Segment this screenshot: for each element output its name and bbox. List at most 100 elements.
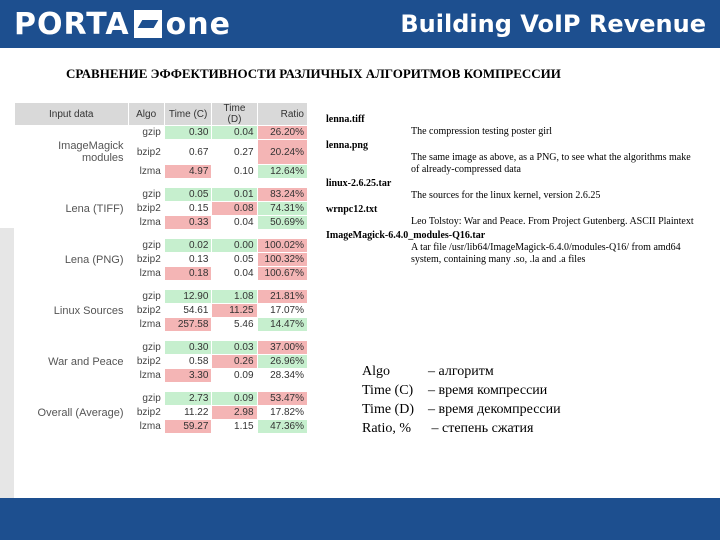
algo-cell: gzip [127, 289, 165, 304]
legend-definition: – время компрессии [428, 383, 548, 398]
legend-definition: – время декомпрессии [428, 402, 561, 417]
ratio-cell: 53.47% [256, 391, 309, 406]
input-data-label [14, 391, 129, 406]
file-description: A tar file /usr/lib64/ImageMagick-6.4.0/… [411, 242, 681, 265]
slide-title: СРАВНЕНИЕ ЭФФЕКТИВНОСТИ РАЗЛИЧНЫХ АЛГОРИ… [66, 66, 561, 81]
time-d-cell: 0.05 [211, 252, 258, 267]
legend-term: Algo [362, 364, 390, 379]
time-c-cell: 4.97 [163, 164, 213, 179]
column-header-time-d: Time (D) [211, 102, 258, 126]
column-header-time-c: Time (C) [163, 102, 213, 126]
algo-cell: lzma [127, 317, 165, 332]
algo-cell: bzip2 [127, 252, 165, 267]
ratio-cell: 17.07% [256, 303, 309, 318]
algo-cell: bzip2 [127, 303, 165, 318]
ratio-cell: 14.47% [256, 317, 309, 332]
ratio-cell: 83.24% [256, 187, 309, 202]
logo-text-left: PORTA [14, 6, 130, 42]
time-d-cell: 0.08 [211, 201, 258, 216]
file-name: wrnpc12.txt [326, 204, 378, 215]
table-row: gzip 0.30 0.03 37.00% [14, 340, 309, 355]
compression-table: Input data Algo Time (C) Time (D) Ratio … [14, 102, 309, 434]
time-d-cell: 11.25 [211, 303, 258, 318]
time-d-cell: 1.15 [211, 419, 258, 434]
table-row: gzip 0.02 0.00 100.02% [14, 238, 309, 253]
algo-cell: bzip2 [127, 201, 165, 216]
ratio-cell: 100.67% [256, 266, 309, 281]
ratio-cell: 47.36% [256, 419, 309, 434]
input-data-label [14, 289, 129, 304]
input-data-label [14, 419, 129, 434]
input-data-label: ImageMagick modules [14, 139, 129, 165]
input-data-label: Linux Sources [14, 303, 129, 318]
time-c-cell: 0.30 [163, 125, 213, 140]
file-description: The sources for the linux kernel, versio… [411, 190, 601, 201]
time-c-cell: 0.05 [163, 187, 213, 202]
time-c-cell: 0.58 [163, 354, 213, 369]
time-d-cell: 2.98 [211, 405, 258, 420]
legend-term: Time (C) [362, 383, 414, 398]
algo-cell: gzip [127, 238, 165, 253]
file-descriptions: lenna.tiff The compression testing poster… [326, 114, 696, 268]
algo-cell: gzip [127, 125, 165, 140]
input-data-label [14, 238, 129, 253]
table-row: Lena (PNG) bzip2 0.13 0.05 100.32% [14, 252, 309, 267]
footer-bar [0, 498, 720, 540]
input-data-label [14, 125, 129, 140]
time-d-cell: 0.09 [211, 391, 258, 406]
logo-mark-icon [133, 10, 162, 38]
portaone-logo: PORTA one [14, 6, 231, 42]
legend-term: Ratio, % [362, 421, 411, 436]
time-d-cell: 0.09 [211, 368, 258, 383]
header-bar: PORTA one Building VoIP Revenue [0, 0, 720, 48]
header-tagline: Building VoIP Revenue [400, 10, 706, 38]
time-c-cell: 12.90 [163, 289, 213, 304]
table-spacer [14, 229, 308, 239]
time-d-cell: 0.01 [211, 187, 258, 202]
file-name: lenna.png [326, 140, 368, 151]
ratio-cell: 100.02% [256, 238, 309, 253]
legend: Algo – алгоритм Time (C) – время компрессии… [362, 362, 662, 438]
table-row: lzma 4.97 0.10 12.64% [14, 164, 309, 179]
time-c-cell: 0.18 [163, 266, 213, 281]
input-data-label: Overall (Average) [14, 405, 129, 420]
input-data-label [14, 187, 129, 202]
legend-row: Ratio, % – степень сжатия [362, 419, 662, 438]
ratio-cell: 28.34% [256, 368, 309, 383]
input-data-label [14, 266, 129, 281]
file-description: The same image as above, as a PNG, to se… [411, 152, 691, 175]
table-header-row: Input data Algo Time (C) Time (D) Ratio [14, 102, 309, 126]
input-data-label [14, 164, 129, 179]
algo-cell: bzip2 [127, 405, 165, 420]
time-c-cell: 0.33 [163, 215, 213, 230]
table-row: War and Peace bzip2 0.58 0.26 26.96% [14, 354, 309, 369]
ratio-cell: 37.00% [256, 340, 309, 355]
input-data-label [14, 317, 129, 332]
input-data-label: War and Peace [14, 354, 129, 369]
file-name: linux-2.6.25.tar [326, 178, 392, 189]
algo-cell: gzip [127, 187, 165, 202]
legend-definition: – степень сжатия [428, 421, 534, 436]
time-c-cell: 0.02 [163, 238, 213, 253]
table-row: Linux Sources bzip2 54.61 11.25 17.07% [14, 303, 309, 318]
time-c-cell: 0.15 [163, 201, 213, 216]
algo-cell: bzip2 [127, 354, 165, 369]
time-d-cell: 0.26 [211, 354, 258, 369]
time-c-cell: 2.73 [163, 391, 213, 406]
logo-text-right: one [165, 6, 231, 42]
legend-row: Time (C) – время компрессии [362, 381, 662, 400]
legend-row: Algo – алгоритм [362, 362, 662, 381]
ratio-cell: 12.64% [256, 164, 309, 179]
input-data-label [14, 340, 129, 355]
ratio-cell: 26.96% [256, 354, 309, 369]
legend-term: Time (D) [362, 402, 414, 417]
algo-cell: gzip [127, 340, 165, 355]
table-row: gzip 12.90 1.08 21.81% [14, 289, 309, 304]
file-name: ImageMagick-6.4.0_modules-Q16.tar [326, 230, 486, 241]
input-data-label [14, 368, 129, 383]
table-row: ImageMagick modules bzip2 0.67 0.27 20.24% [14, 139, 309, 165]
algo-cell: lzma [127, 266, 165, 281]
time-c-cell: 3.30 [163, 368, 213, 383]
algo-cell: lzma [127, 419, 165, 434]
ratio-cell: 100.32% [256, 252, 309, 267]
